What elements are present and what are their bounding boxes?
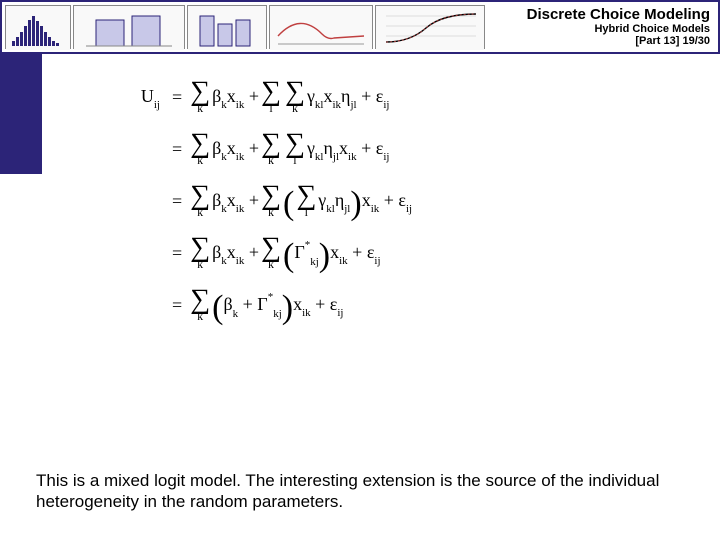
thumb-histogram bbox=[5, 5, 71, 49]
eq-row-5: = ∑k ( βk + Γ*kj ) xik + εij bbox=[72, 280, 700, 332]
title-part: [Part 13] 19/30 bbox=[527, 35, 710, 47]
sidebar-accent bbox=[0, 54, 42, 174]
footer-text: This is a mixed logit model. The interes… bbox=[36, 470, 686, 513]
thumb-two-bars bbox=[73, 5, 185, 49]
eq-row-4: = ∑k βkxik + ∑k ( Γ*kj ) xik + εij bbox=[72, 228, 700, 280]
content: Uij = ∑k βkxik + ∑l ∑k γklxikηjl + εij =… bbox=[42, 54, 720, 332]
header-thumbnails bbox=[2, 2, 488, 52]
thumb-three-bars bbox=[187, 5, 267, 49]
curve-icon bbox=[270, 6, 372, 50]
header-text: Discrete Choice Modeling Hybrid Choice M… bbox=[519, 2, 718, 52]
eq-row-1: Uij = ∑k βkxik + ∑l ∑k γklxikηjl + εij bbox=[72, 72, 700, 124]
thumb-sigmoid bbox=[375, 5, 485, 49]
sigmoid-icon bbox=[376, 6, 484, 50]
equation-block: Uij = ∑k βkxik + ∑l ∑k γklxikηjl + εij =… bbox=[72, 72, 700, 332]
title-sub: Hybrid Choice Models bbox=[527, 23, 710, 35]
title-main: Discrete Choice Modeling bbox=[527, 6, 710, 23]
two-bars-icon bbox=[74, 6, 184, 50]
histogram-icon bbox=[6, 6, 70, 50]
thumb-curve bbox=[269, 5, 373, 49]
eq-row-2: = ∑k βkxik + ∑k ∑l γklηjlxik + εij bbox=[72, 124, 700, 176]
slide-header: Discrete Choice Modeling Hybrid Choice M… bbox=[0, 0, 720, 54]
eq-row-3: = ∑k βkxik + ∑k ( ∑l γklηjl ) xik + εij bbox=[72, 176, 700, 228]
body: Uij = ∑k βkxik + ∑l ∑k γklxikηjl + εij =… bbox=[0, 54, 720, 332]
three-bars-icon bbox=[188, 6, 266, 50]
